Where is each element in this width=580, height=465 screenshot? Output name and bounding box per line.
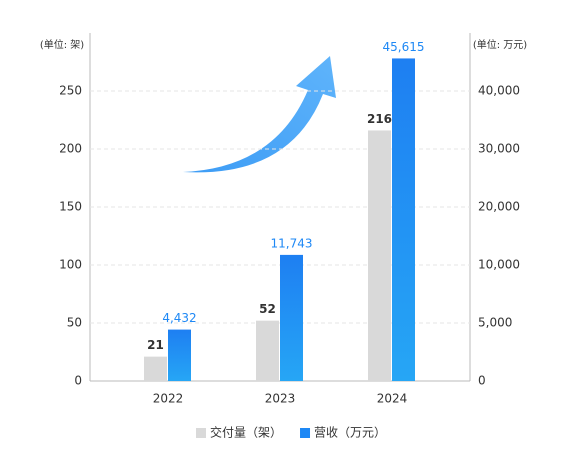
y2-tick-label: 5,000: [478, 316, 512, 330]
legend-swatch: [300, 428, 311, 438]
y2-tick-label: 40,000: [478, 84, 520, 98]
bar: [368, 130, 391, 381]
data-label: 11,743: [271, 236, 313, 250]
y-tick-label: 250: [59, 84, 82, 98]
legend-label: 营收（万元）: [314, 426, 386, 440]
data-label: 216: [367, 112, 392, 126]
data-label: 52: [259, 302, 276, 316]
y-tick-label: 0: [74, 374, 82, 388]
data-label: 45,615: [383, 40, 425, 54]
data-label: 21: [147, 338, 164, 352]
bar: [280, 254, 303, 381]
trend-arrow: [183, 56, 336, 173]
y-tick-label: 100: [59, 258, 82, 272]
y-tick-label: 50: [67, 316, 82, 330]
x-tick-label: 2022: [153, 392, 184, 406]
bar: [392, 58, 415, 382]
bar: [168, 329, 191, 381]
legend-label: 交付量（架）: [210, 425, 282, 440]
y2-axis-title: (单位: 万元): [473, 38, 527, 51]
y-axis-title: (单位: 架): [40, 38, 84, 51]
y2-tick-label: 10,000: [478, 258, 520, 272]
y-tick-label: 150: [59, 200, 82, 214]
bar: [256, 320, 279, 381]
x-tick-label: 2023: [265, 392, 296, 406]
x-tick-label: 2024: [377, 392, 408, 406]
y2-tick-label: 30,000: [478, 142, 520, 156]
y2-tick-label: 20,000: [478, 200, 520, 214]
data-label: 4,432: [162, 311, 196, 325]
y-tick-label: 200: [59, 142, 82, 156]
y2-tick-label: 0: [478, 374, 486, 388]
bar: [144, 356, 167, 381]
legend-swatch: [196, 428, 206, 438]
